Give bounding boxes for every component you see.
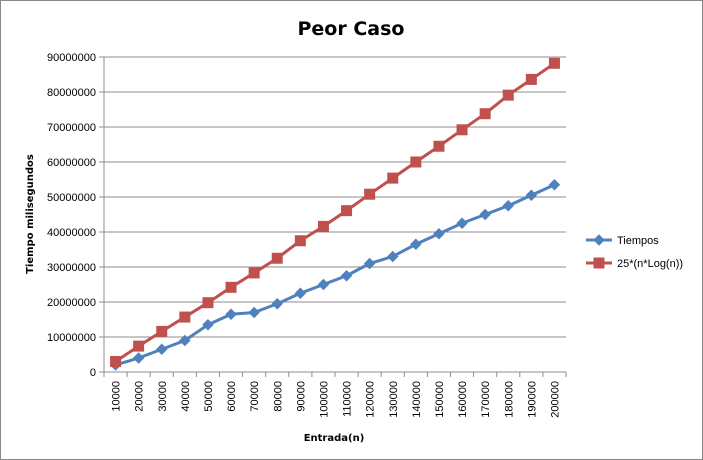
x-tick-label: 180000 — [503, 381, 515, 418]
data-point — [364, 188, 376, 200]
data-point — [225, 308, 237, 320]
data-point — [387, 172, 399, 184]
legend-item: 25*(n*Log(n)) — [586, 257, 683, 270]
data-point — [271, 298, 283, 310]
x-tick-label: 130000 — [388, 381, 400, 418]
x-tick-label: 80000 — [272, 381, 284, 412]
data-point — [433, 228, 445, 240]
data-point — [248, 306, 260, 319]
x-tick-label: 20000 — [134, 381, 146, 412]
legend: Tiempos 25*(n*Log(n)) — [586, 234, 683, 270]
data-point — [202, 319, 214, 331]
x-tick-label: 200000 — [549, 381, 561, 418]
y-tick-label: 0 — [90, 367, 96, 379]
data-point — [248, 267, 260, 279]
x-tick-label: 190000 — [526, 381, 538, 418]
chart-title: Peor Caso — [298, 18, 405, 40]
data-point — [525, 189, 538, 201]
data-point — [525, 73, 537, 85]
x-tick-label: 170000 — [480, 381, 492, 418]
y-tick-label: 50000000 — [47, 192, 96, 204]
data-point — [548, 57, 560, 69]
data-point — [548, 179, 561, 191]
data-point — [179, 334, 191, 347]
data-point — [479, 108, 491, 120]
y-tick-label: 40000000 — [47, 227, 96, 239]
data-point — [387, 250, 399, 263]
y-tick-label: 60000000 — [47, 157, 96, 169]
x-tick-label: 10000 — [111, 381, 123, 412]
y-tick-label: 20000000 — [47, 297, 96, 309]
data-point — [294, 235, 306, 247]
data-point — [317, 220, 329, 232]
series — [109, 57, 561, 371]
legend-label: 25*(n*Log(n)) — [617, 258, 683, 270]
legend-marker — [593, 257, 605, 269]
series-1 — [109, 179, 561, 371]
y-tick-label: 70000000 — [47, 122, 96, 134]
series-2 — [110, 57, 560, 367]
y-tick-label: 30000000 — [47, 262, 96, 274]
y-tick-label: 90000000 — [47, 52, 96, 64]
x-tick-label: 90000 — [295, 381, 307, 412]
data-point — [294, 287, 307, 299]
data-point — [317, 278, 330, 291]
data-point — [202, 297, 214, 309]
legend-item: Tiempos — [586, 234, 659, 247]
data-point — [132, 352, 145, 364]
data-point — [179, 311, 191, 323]
x-tick-label: 120000 — [365, 381, 377, 418]
legend-label: Tiempos — [617, 235, 659, 247]
y-tick-labels: 0 10000000 20000000 30000000 40000000 5000000… — [47, 52, 96, 379]
data-point — [110, 356, 122, 367]
data-point — [502, 200, 514, 212]
x-tick-label: 70000 — [249, 381, 261, 412]
x-tick-label: 30000 — [157, 381, 169, 412]
data-point — [433, 140, 445, 152]
gridlines — [104, 56, 566, 338]
data-point — [341, 205, 353, 217]
x-tick-label: 150000 — [434, 381, 446, 418]
x-axis-title: Entrada(n) — [304, 433, 365, 444]
y-tick-label: 80000000 — [47, 87, 96, 99]
x-tick-label: 100000 — [318, 381, 330, 418]
x-tick-label: 50000 — [203, 381, 215, 412]
y-axis-title: Tiempo milisegundos — [25, 154, 36, 274]
y-tick-label: 10000000 — [47, 332, 96, 344]
x-tick-label: 60000 — [226, 381, 238, 412]
axes — [99, 56, 567, 377]
data-point — [156, 325, 168, 337]
x-tick-labels: 10000 20000 30000 40000 50000 60000 70000 80000… — [111, 381, 562, 418]
data-point — [271, 252, 283, 264]
data-point — [410, 156, 422, 168]
x-tick-label: 160000 — [457, 381, 469, 418]
x-tick-label: 140000 — [411, 381, 423, 418]
x-tick-label: 110000 — [342, 381, 354, 417]
data-point — [156, 343, 168, 355]
data-point — [479, 208, 491, 221]
data-point — [225, 281, 237, 293]
data-point — [502, 89, 514, 101]
data-point — [340, 270, 353, 282]
data-point — [133, 340, 145, 352]
legend-marker — [593, 234, 605, 246]
data-point — [456, 217, 468, 229]
data-point — [456, 124, 468, 136]
data-point — [363, 257, 376, 270]
x-tick-label: 40000 — [180, 381, 192, 412]
series-line — [115, 183, 556, 367]
data-point — [410, 238, 422, 250]
